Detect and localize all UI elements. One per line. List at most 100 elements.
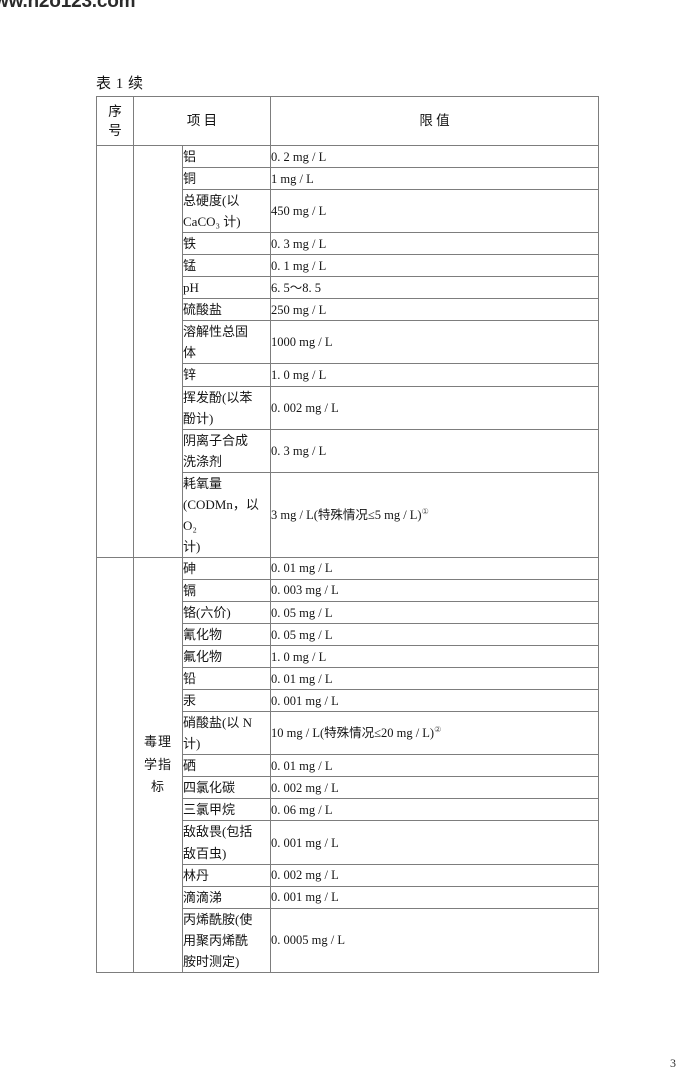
item-name-cell: 锌 — [182, 363, 271, 387]
item-name-cell: 挥发酚(以苯 酚计) — [182, 385, 271, 430]
limit-value-cell: 0. 05 mg / L — [270, 623, 599, 647]
limit-value-cell: 450 mg / L — [270, 189, 599, 234]
table-row: 溶解性总固体 1000 mg / L — [97, 320, 599, 365]
item-name-cell: 砷 — [182, 556, 271, 580]
table-row: 氟化物 1. 0 mg / L — [97, 645, 599, 669]
table-row: 硒 0. 01 mg / L — [97, 754, 599, 778]
table-row: 三氯甲烷 0. 06 mg / L — [97, 798, 599, 822]
table-row: 四氯化碳 0. 002 mg / L — [97, 776, 599, 800]
column-header-item: 项 目 — [133, 96, 271, 146]
limit-value-cell: 0. 01 mg / L — [270, 667, 599, 691]
item-name-cell: 锰 — [182, 254, 271, 278]
limit-value-cell: 6. 5～8. 5 — [270, 276, 599, 300]
limit-value-cell: 1. 0 mg / L — [270, 363, 599, 387]
table-row: 硝酸盐(以 N 计) 10 mg / L(特殊情况≤20 mg / L)② — [97, 711, 599, 756]
table-row: 耗氧量 (CODMn，以 O₂ 计) 3 mg / L(特殊情况≤5 mg / L)① — [97, 471, 599, 558]
limit-value-cell: 0. 001 mg / L — [270, 885, 599, 909]
limit-value-cell: 0. 01 mg / L — [270, 556, 599, 580]
item-name-cell: 阴离子合成 洗涤剂 — [182, 428, 271, 473]
table-row: 硫酸盐 250 mg / L — [97, 298, 599, 322]
item-name-cell: 氟化物 — [182, 645, 271, 669]
item-name-cell: 氰化物 — [182, 623, 271, 647]
table-header-row: 序 号 项 目 限 值 — [96, 96, 599, 146]
limit-value-cell: 0. 1 mg / L — [270, 254, 599, 278]
limit-value-cell: 0. 001 mg / L — [270, 689, 599, 713]
limit-value-cell: 0. 003 mg / L — [270, 578, 599, 602]
item-name-cell: 耗氧量 (CODMn，以 O₂ 计) — [182, 471, 271, 558]
table-row: 林丹 0. 002 mg / L — [97, 863, 599, 887]
site-watermark: ww.h2o123.com — [0, 0, 136, 12]
table-row: 氰化物 0. 05 mg / L — [97, 623, 599, 647]
group-label-cell — [133, 145, 183, 558]
limit-value-cell: 250 mg / L — [270, 298, 599, 322]
table-row: 锌 1. 0 mg / L — [97, 363, 599, 387]
sequence-cell — [96, 556, 134, 973]
item-name-cell: 林丹 — [182, 863, 271, 887]
limit-value-cell: 0. 002 mg / L — [270, 385, 599, 430]
seq-header-line-1: 序 — [108, 103, 122, 119]
table-row: 敌敌畏(包括 敌百虫) 0. 001 mg / L — [97, 820, 599, 865]
item-name-cell: 镉 — [182, 578, 271, 602]
table-row: 铁 0. 3 mg / L — [97, 232, 599, 256]
item-name-cell: 溶解性总固体 — [182, 320, 271, 365]
table-row: pH 6. 5～8. 5 — [97, 276, 599, 300]
limit-value-cell: 1 mg / L — [270, 167, 599, 191]
column-header-sequence: 序 号 — [96, 96, 134, 146]
footnote-marker: ① — [421, 506, 429, 516]
item-name-cell: 硝酸盐(以 N 计) — [182, 711, 271, 756]
table-caption: 表 1 续 — [96, 76, 144, 92]
item-name-cell: 铬(六价) — [182, 600, 271, 625]
seq-header-line-2: 号 — [108, 123, 122, 138]
item-name-cell: 铅 — [182, 667, 271, 691]
limit-value-cell: 3 mg / L(特殊情况≤5 mg / L)① — [270, 471, 599, 558]
limit-value-cell: 0. 2 mg / L — [270, 144, 599, 169]
table-row: 汞 0. 001 mg / L — [97, 689, 599, 713]
limit-value-cell: 1. 0 mg / L — [270, 645, 599, 669]
column-header-limit: 限 值 — [270, 96, 599, 146]
group-label-cell: 毒理 学指标 — [133, 556, 183, 973]
limit-value-cell: 0. 06 mg / L — [270, 798, 599, 822]
limit-value-cell: 0. 001 mg / L — [270, 820, 599, 865]
item-name-cell: 四氯化碳 — [182, 776, 271, 800]
footnote-marker: ② — [434, 725, 442, 735]
item-name-cell: 铜 — [182, 167, 271, 191]
page-number: 3 — [670, 1056, 676, 1070]
item-name-cell: 丙烯酰胺(使 用聚丙烯酰 胺时测定) — [182, 907, 271, 973]
item-name-cell: 敌敌畏(包括 敌百虫) — [182, 820, 271, 865]
item-name-cell: 铝 — [182, 144, 271, 169]
limit-value-cell: 0. 3 mg / L — [270, 232, 599, 256]
table-row: 挥发酚(以苯 酚计) 0. 002 mg / L — [97, 385, 599, 430]
item-name-cell: pH — [182, 276, 271, 300]
table-row: 锰 0. 1 mg / L — [97, 254, 599, 278]
table-row: 毒理 学指标砷 0. 01 mg / L — [96, 556, 599, 973]
sequence-cell — [96, 145, 134, 558]
item-name-cell: 总硬度(以 CaCO₃ 计) — [182, 189, 271, 234]
item-name-cell: 汞 — [182, 689, 271, 713]
limit-value-cell: 1000 mg / L — [270, 320, 599, 365]
table-row: 总硬度(以 CaCO₃ 计) 450 mg / L — [97, 189, 599, 234]
table-row: 阴离子合成 洗涤剂 0. 3 mg / L — [97, 428, 599, 473]
limit-value-cell: 0. 05 mg / L — [270, 600, 599, 625]
limit-value-cell: 0. 002 mg / L — [270, 863, 599, 887]
limit-value-cell: 0. 3 mg / L — [270, 428, 599, 473]
table-row: 铅 0. 01 mg / L — [97, 667, 599, 691]
group-label-line: 学指 — [143, 756, 172, 772]
table-head: 序 号 项 目 限 值 — [96, 96, 599, 146]
table-row: 丙烯酰胺(使 用聚丙烯酰 胺时测定) 0. 0005 mg / L — [97, 907, 599, 973]
item-name-cell: 三氯甲烷 — [182, 798, 271, 822]
table-row: 滴滴涕 0. 001 mg / L — [97, 885, 599, 909]
item-name-cell: 硫酸盐 — [182, 298, 271, 322]
item-name-cell: 硒 — [182, 754, 271, 778]
group-label-line: 毒理 — [143, 734, 172, 750]
limit-value-cell: 0. 002 mg / L — [270, 776, 599, 800]
limit-value-cell: 0. 01 mg / L — [270, 754, 599, 778]
group-label-line: 标 — [150, 779, 165, 795]
item-name-cell: 铁 — [182, 232, 271, 256]
item-name-cell: 滴滴涕 — [182, 885, 271, 909]
limit-value-cell: 0. 0005 mg / L — [270, 907, 599, 973]
table-row: 铝 0. 2 mg / L — [96, 144, 599, 558]
